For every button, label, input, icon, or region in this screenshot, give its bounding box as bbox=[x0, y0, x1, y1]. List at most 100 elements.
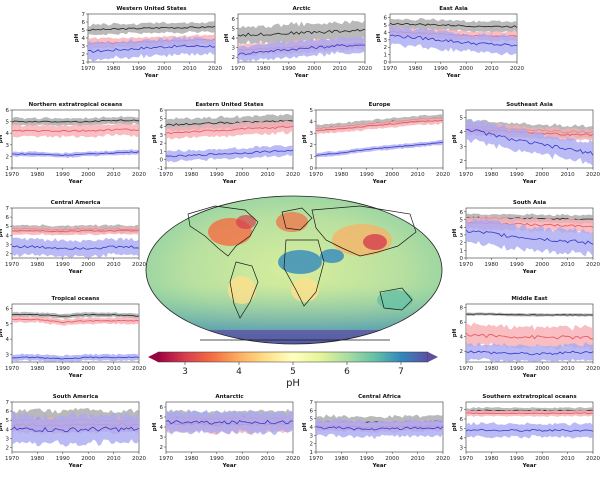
series-band-blue bbox=[166, 409, 293, 436]
panel-title: South Asia bbox=[513, 200, 547, 206]
x-tick-label: 2010 bbox=[107, 456, 121, 462]
y-tick-label: 1 bbox=[460, 248, 464, 254]
x-tick-label: 2020 bbox=[132, 456, 146, 462]
colorbar-tick-label: 3 bbox=[182, 367, 188, 377]
y-tick-label: 4 bbox=[6, 337, 10, 343]
y-axis-label: pH bbox=[0, 422, 4, 431]
series-band-blue bbox=[316, 139, 443, 158]
panel-tropical-oceans: Tropical oceans 1970 1980 1990 2000 2010 2020 3… bbox=[0, 296, 146, 379]
x-tick-label: 1980 bbox=[484, 262, 498, 268]
series-band-red bbox=[166, 120, 293, 140]
x-axis-label: Year bbox=[222, 179, 237, 185]
x-axis-label: Year bbox=[68, 269, 83, 275]
x-tick-label: 1980 bbox=[484, 456, 498, 462]
panel-south-america: South America 1970 1980 1990 2000 2010 2020 2 3 4… bbox=[0, 394, 146, 469]
y-tick-label: 5 bbox=[160, 116, 164, 122]
x-tick-label: 2020 bbox=[132, 172, 146, 178]
y-axis-label: pH bbox=[452, 134, 458, 143]
panel-title: Tropical oceans bbox=[52, 296, 101, 302]
y-tick-label: 1 bbox=[310, 450, 314, 456]
y-tick-label: 3 bbox=[460, 233, 464, 239]
y-tick-label: 0 bbox=[310, 166, 314, 172]
x-axis-label: Year bbox=[294, 73, 309, 79]
y-tick-label: 3 bbox=[160, 133, 164, 139]
x-tick-label: 1990 bbox=[510, 262, 524, 268]
y-axis-label: pH bbox=[152, 134, 158, 143]
x-axis-label: Year bbox=[446, 73, 461, 79]
x-tick-label: 1980 bbox=[408, 66, 422, 72]
colorbar-tick-label: 7 bbox=[398, 367, 404, 377]
x-tick-label: 1990 bbox=[132, 66, 146, 72]
colorbar-tick-label: 6 bbox=[344, 367, 350, 377]
y-tick-label: 2 bbox=[6, 445, 10, 451]
series-line-black bbox=[87, 25, 216, 31]
panel-south-asia: South Asia 1970 1980 1990 2000 2010 2020 0 12 3 45… bbox=[452, 200, 600, 275]
y-tick-label: 5 bbox=[460, 426, 464, 432]
panel-title: East Asia bbox=[439, 6, 468, 12]
colorbar-tick-label: 4 bbox=[236, 367, 242, 377]
series-line-blue bbox=[165, 149, 294, 158]
panel-title: Southeast Asia bbox=[506, 102, 553, 108]
y-tick-label: 6 bbox=[310, 408, 314, 414]
y-tick-label: 4 bbox=[160, 425, 164, 431]
x-tick-label: 1970 bbox=[5, 262, 19, 268]
panel-antarctic: Antarctic 1970 1980 1990 2000 2010 2020 2 3 4 5 6 Ye… bbox=[152, 394, 300, 469]
series-line-blue bbox=[11, 356, 140, 360]
x-tick-label: 2020 bbox=[436, 172, 450, 178]
y-tick-label: 7 bbox=[460, 408, 464, 414]
x-tick-label: 1990 bbox=[510, 456, 524, 462]
y-tick-label: 4 bbox=[310, 425, 314, 431]
panel-arctic: Arctic 1970 1980 1990 2000 2010 2020 2 3 4 5 6 Year p… bbox=[224, 6, 372, 79]
x-tick-label: 1980 bbox=[30, 172, 44, 178]
x-tick-label: 1970 bbox=[459, 262, 473, 268]
y-tick-label: 3 bbox=[6, 436, 10, 442]
x-tick-label: 1980 bbox=[334, 456, 348, 462]
series-line-black bbox=[465, 313, 594, 316]
y-tick-label: 5 bbox=[6, 224, 10, 230]
y-tick-label: 1 bbox=[384, 53, 388, 59]
y-tick-label: 2 bbox=[460, 241, 464, 247]
series-line-blue bbox=[12, 151, 140, 156]
x-tick-label: 1970 bbox=[5, 366, 19, 372]
x-tick-label: 2010 bbox=[107, 262, 121, 268]
y-tick-label: 4 bbox=[160, 125, 164, 131]
x-tick-label: 2020 bbox=[586, 366, 600, 372]
y-tick-label: 6 bbox=[6, 215, 10, 221]
x-tick-label: 2020 bbox=[586, 262, 600, 268]
y-tick-label: 5 bbox=[232, 26, 236, 32]
x-tick-label: 2010 bbox=[561, 262, 575, 268]
series-line-blue bbox=[237, 44, 365, 56]
x-tick-label: 2010 bbox=[107, 366, 121, 372]
x-tick-label: 1990 bbox=[434, 66, 448, 72]
x-tick-label: 2000 bbox=[81, 456, 95, 462]
series-line-blue bbox=[315, 141, 444, 156]
central-africa-region bbox=[291, 278, 319, 302]
x-axis-label: Year bbox=[372, 179, 387, 185]
y-axis-label: pH bbox=[452, 422, 458, 431]
south-america-region bbox=[228, 276, 256, 304]
y-tick-label: 2 bbox=[160, 141, 164, 147]
series-line-red bbox=[465, 332, 593, 340]
x-tick-label: 1990 bbox=[360, 456, 374, 462]
y-tick-label: 1 bbox=[82, 60, 86, 66]
x-tick-label: 2000 bbox=[307, 66, 321, 72]
y-tick-label: 6 bbox=[460, 320, 464, 326]
x-tick-label: 2020 bbox=[510, 66, 524, 72]
panel-title: Central Africa bbox=[358, 394, 401, 400]
sahara-region bbox=[278, 250, 322, 274]
series-line-blue bbox=[389, 34, 518, 47]
y-tick-label: 3 bbox=[6, 143, 10, 149]
x-tick-label: 1970 bbox=[231, 66, 245, 72]
series-line-black bbox=[465, 409, 594, 412]
europe-region bbox=[276, 212, 308, 232]
x-tick-label: 1980 bbox=[184, 456, 198, 462]
y-tick-label: 5 bbox=[460, 218, 464, 224]
x-tick-label: 1990 bbox=[56, 262, 70, 268]
x-tick-label: 2000 bbox=[235, 456, 249, 462]
colorbar-max-arrow bbox=[428, 352, 438, 362]
x-tick-label: 1990 bbox=[510, 366, 524, 372]
y-axis-label: pH bbox=[452, 228, 458, 237]
series-line-blue bbox=[87, 44, 216, 53]
x-tick-label: 2000 bbox=[535, 456, 549, 462]
